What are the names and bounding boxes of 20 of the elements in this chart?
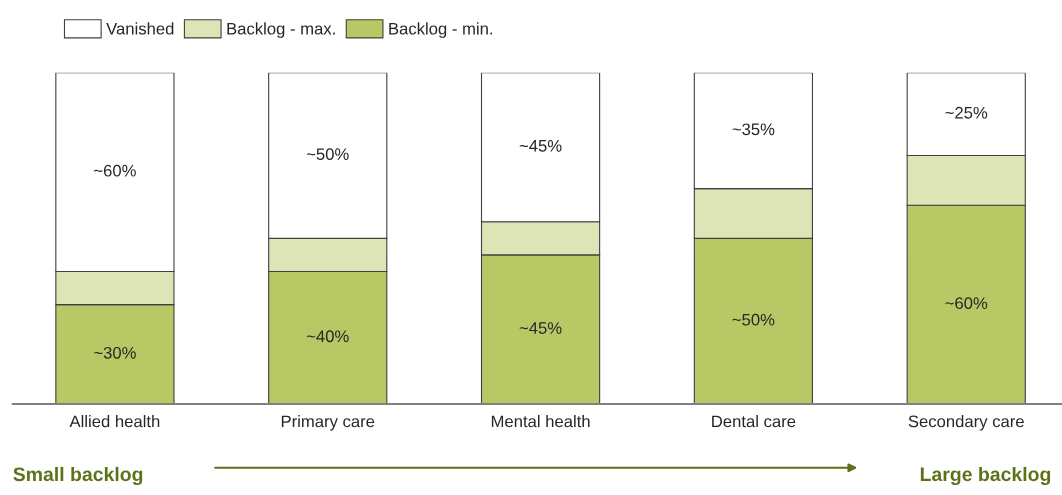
- legend-label: Backlog - min.: [389, 22, 493, 38]
- x-tick-label: Allied health: [69, 415, 160, 428]
- data-label: ~45%: [519, 140, 562, 152]
- legend-label: Vanished: [106, 22, 174, 35]
- data-label: ~30%: [94, 346, 136, 359]
- data-label: ~25%: [945, 106, 988, 119]
- data-label: ~40%: [306, 330, 349, 343]
- data-label: ~35%: [732, 123, 775, 136]
- data-label: ~60%: [94, 164, 136, 177]
- data-label: ~50%: [732, 313, 775, 326]
- data-label: ~50%: [306, 148, 349, 161]
- data-label: ~45%: [519, 322, 562, 334]
- text: Large backlog: [920, 466, 1051, 486]
- data-label: ~60%: [945, 297, 988, 310]
- x-tick-label: Mental health: [491, 415, 590, 428]
- legend-label: Backlog - max.: [227, 22, 335, 38]
- x-tick-label: Dental care: [712, 415, 796, 428]
- text: Small backlog: [13, 466, 143, 486]
- x-tick-label: Secondary care: [908, 415, 1024, 431]
- x-tick-label: Primary care: [281, 415, 375, 431]
